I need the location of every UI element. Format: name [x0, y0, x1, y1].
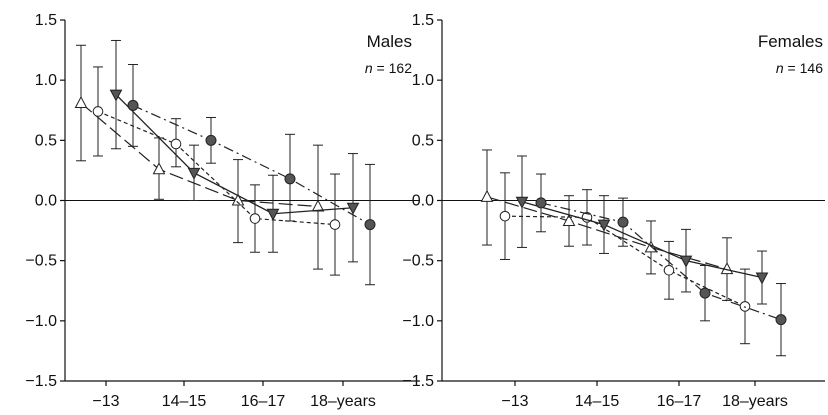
- y-tick-label: −0.5: [402, 253, 434, 270]
- data-point-filled-circle: [535, 197, 547, 209]
- data-point-triangle-down: [679, 255, 693, 268]
- y-tick-label: 1.5: [35, 12, 57, 29]
- x-tick-label: 18–years: [722, 393, 788, 410]
- data-point-filled-circle: [775, 314, 787, 326]
- panel-females: 1.5 1.0 0.5 0.0 −0.5 −1.0 −1.5 −13 14–15 16–17 18–…: [402, 12, 825, 410]
- y-tick-label: 1.0: [412, 72, 434, 89]
- data-point-filled-circle: [617, 216, 629, 228]
- data-point-triangle: [562, 213, 576, 226]
- y-tick-label: 0.0: [35, 193, 57, 210]
- series-line: [540, 202, 782, 321]
- series-line: [80, 102, 319, 208]
- data-point-triangle-down: [755, 272, 769, 285]
- x-tick-label: −13: [92, 393, 119, 410]
- y-tick-label: 1.5: [412, 12, 434, 29]
- series-line: [132, 104, 371, 226]
- data-point-filled-circle: [205, 134, 217, 146]
- data-point-circle: [739, 301, 751, 312]
- sample-size-label: n = 162: [365, 60, 412, 76]
- data-point-triangle: [231, 193, 245, 206]
- data-point-circle: [663, 264, 675, 276]
- y-tick-label: −1.5: [402, 373, 434, 390]
- data-point-circle: [499, 210, 511, 222]
- data-point-triangle: [152, 162, 166, 175]
- data-point-triangle: [311, 199, 325, 212]
- data-point-circle: [249, 213, 261, 224]
- data-point-triangle-down: [109, 89, 123, 102]
- data-point-circle: [329, 219, 341, 230]
- x-tick-label: 16–17: [241, 393, 286, 410]
- y-tick-label: 0.0: [412, 193, 434, 210]
- x-tick-label: 18–years: [310, 393, 376, 410]
- data-point-filled-circle: [699, 287, 711, 299]
- data-point-triangle-down: [266, 208, 280, 221]
- y-tick-label: −1.0: [25, 313, 57, 330]
- data-point-triangle: [74, 95, 88, 109]
- data-point-triangle-down: [187, 167, 201, 180]
- sample-size-label: n = 146: [776, 60, 823, 76]
- series-line: [97, 110, 336, 226]
- data-point-filled-circle: [127, 99, 139, 111]
- data-point-triangle: [480, 189, 494, 202]
- data-point-circle: [92, 106, 104, 117]
- data-point-filled-circle: [284, 173, 296, 185]
- y-tick-label: −1.5: [25, 373, 57, 390]
- y-tick-label: 1.0: [35, 72, 57, 89]
- series-line: [521, 201, 763, 279]
- y-tick-label: −1.0: [402, 313, 434, 330]
- data-point-triangle-down: [346, 202, 360, 215]
- series-line: [115, 94, 354, 215]
- x-tick-label: −13: [501, 393, 528, 410]
- series-line: [486, 196, 728, 270]
- panel-title: Females: [758, 32, 823, 51]
- y-tick-label: 0.5: [412, 132, 434, 149]
- y-tick-label: −0.5: [25, 253, 57, 270]
- panel-males: 1.5 1.0 0.5 0.0 −0.5 −1.0 −1.5 −13 14–15 16–17 18–…: [25, 12, 420, 410]
- x-tick-label: 14–15: [162, 393, 207, 410]
- y-tick-label: 0.5: [35, 132, 57, 149]
- x-tick-label: 14–15: [575, 393, 620, 410]
- data-point-triangle-down: [597, 219, 611, 232]
- data-point-filled-circle: [364, 219, 376, 231]
- data-point-circle: [170, 138, 182, 150]
- panel-title: Males: [367, 32, 412, 51]
- x-tick-label: 16–17: [657, 393, 702, 410]
- data-point-triangle-down: [515, 196, 529, 209]
